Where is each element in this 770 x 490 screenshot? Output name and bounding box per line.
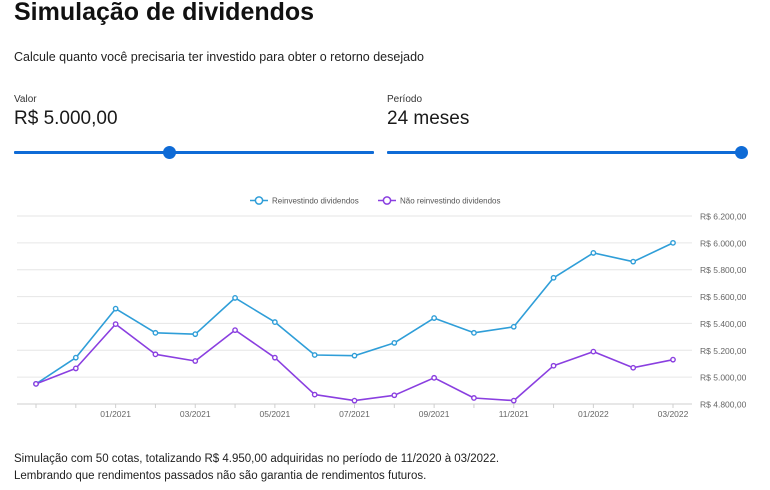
data-point [590,348,597,355]
data-point [510,323,517,330]
data-point [510,397,517,404]
data-point [192,331,199,338]
x-tick-label: 03/2022 [658,409,689,419]
data-point [670,356,676,363]
data-point [72,354,79,361]
data-point [152,351,159,358]
x-tick-label: 01/2022 [578,409,609,419]
data-point [630,364,637,371]
data-point [271,354,278,361]
periodo-slider-thumb[interactable] [735,146,748,159]
data-point [72,365,79,372]
y-tick-label: R$ 4.800,00 [700,400,747,410]
x-tick-label: 03/2021 [180,409,211,419]
legend-label: Não reinvestindo dividendos [400,197,501,206]
x-tick-label: 09/2021 [419,409,450,419]
y-tick-label: R$ 6.200,00 [700,212,747,222]
y-tick-label: R$ 5.000,00 [700,373,747,383]
valor-slider-group: Valor R$ 5.000,00 [14,94,374,159]
page-subtitle: Calcule quanto você precisaria ter inves… [14,50,424,64]
simulation-note: Simulação com 50 cotas, totalizando R$ 4… [14,453,500,465]
data-point [33,380,39,387]
y-tick-label: R$ 5.400,00 [700,319,747,329]
data-point [391,339,398,346]
valor-slider-track[interactable] [14,151,374,154]
data-point [311,391,318,398]
data-point [550,362,557,369]
periodo-slider-group: Período 24 meses [387,94,748,159]
valor-value: R$ 5.000,00 [14,108,118,129]
data-point [112,305,119,312]
x-tick-label: 01/2021 [100,409,131,419]
x-tick-label: 11/2021 [499,409,529,419]
data-point [271,319,278,325]
page-title: Simulação de dividendos [14,0,315,26]
legend-marker [382,196,392,205]
data-point [351,352,358,359]
x-tick-label: 05/2021 [260,409,291,419]
data-point [431,374,438,381]
data-point [311,352,318,358]
disclaimer-note: Lembrando que rendimentos passados não s… [14,470,427,482]
valor-label: Valor [14,94,37,105]
data-point [112,321,119,328]
y-tick-label: R$ 5.800,00 [700,265,747,275]
legend-label: Reinvestindo dividendos [272,197,359,206]
data-point [670,239,676,246]
series-line [35,242,674,385]
data-point [431,315,438,321]
data-point [550,274,557,281]
legend-marker [254,196,264,205]
y-tick-label: R$ 5.600,00 [700,292,747,302]
dividend-line-chart: R$ 4.800,00 R$ 5.000,00 R$ 5.200,00 R$ 5.40… [17,196,747,419]
data-point [232,327,238,334]
y-tick-label: R$ 5.200,00 [700,346,747,356]
data-point [590,250,597,256]
y-tick-label: R$ 6.000,00 [700,238,747,248]
data-point [192,358,199,364]
series-line [35,323,674,402]
data-point [232,295,238,301]
periodo-label: Período [387,94,423,105]
data-point [471,329,477,336]
valor-slider-thumb[interactable] [162,146,176,159]
data-point [351,397,358,404]
data-point [391,392,398,399]
data-point [152,329,159,336]
data-point [471,395,477,401]
data-point [630,258,637,265]
periodo-value: 24 meses [387,108,470,129]
x-tick-label: 07/2021 [339,409,370,419]
periodo-slider-track[interactable] [387,151,741,154]
